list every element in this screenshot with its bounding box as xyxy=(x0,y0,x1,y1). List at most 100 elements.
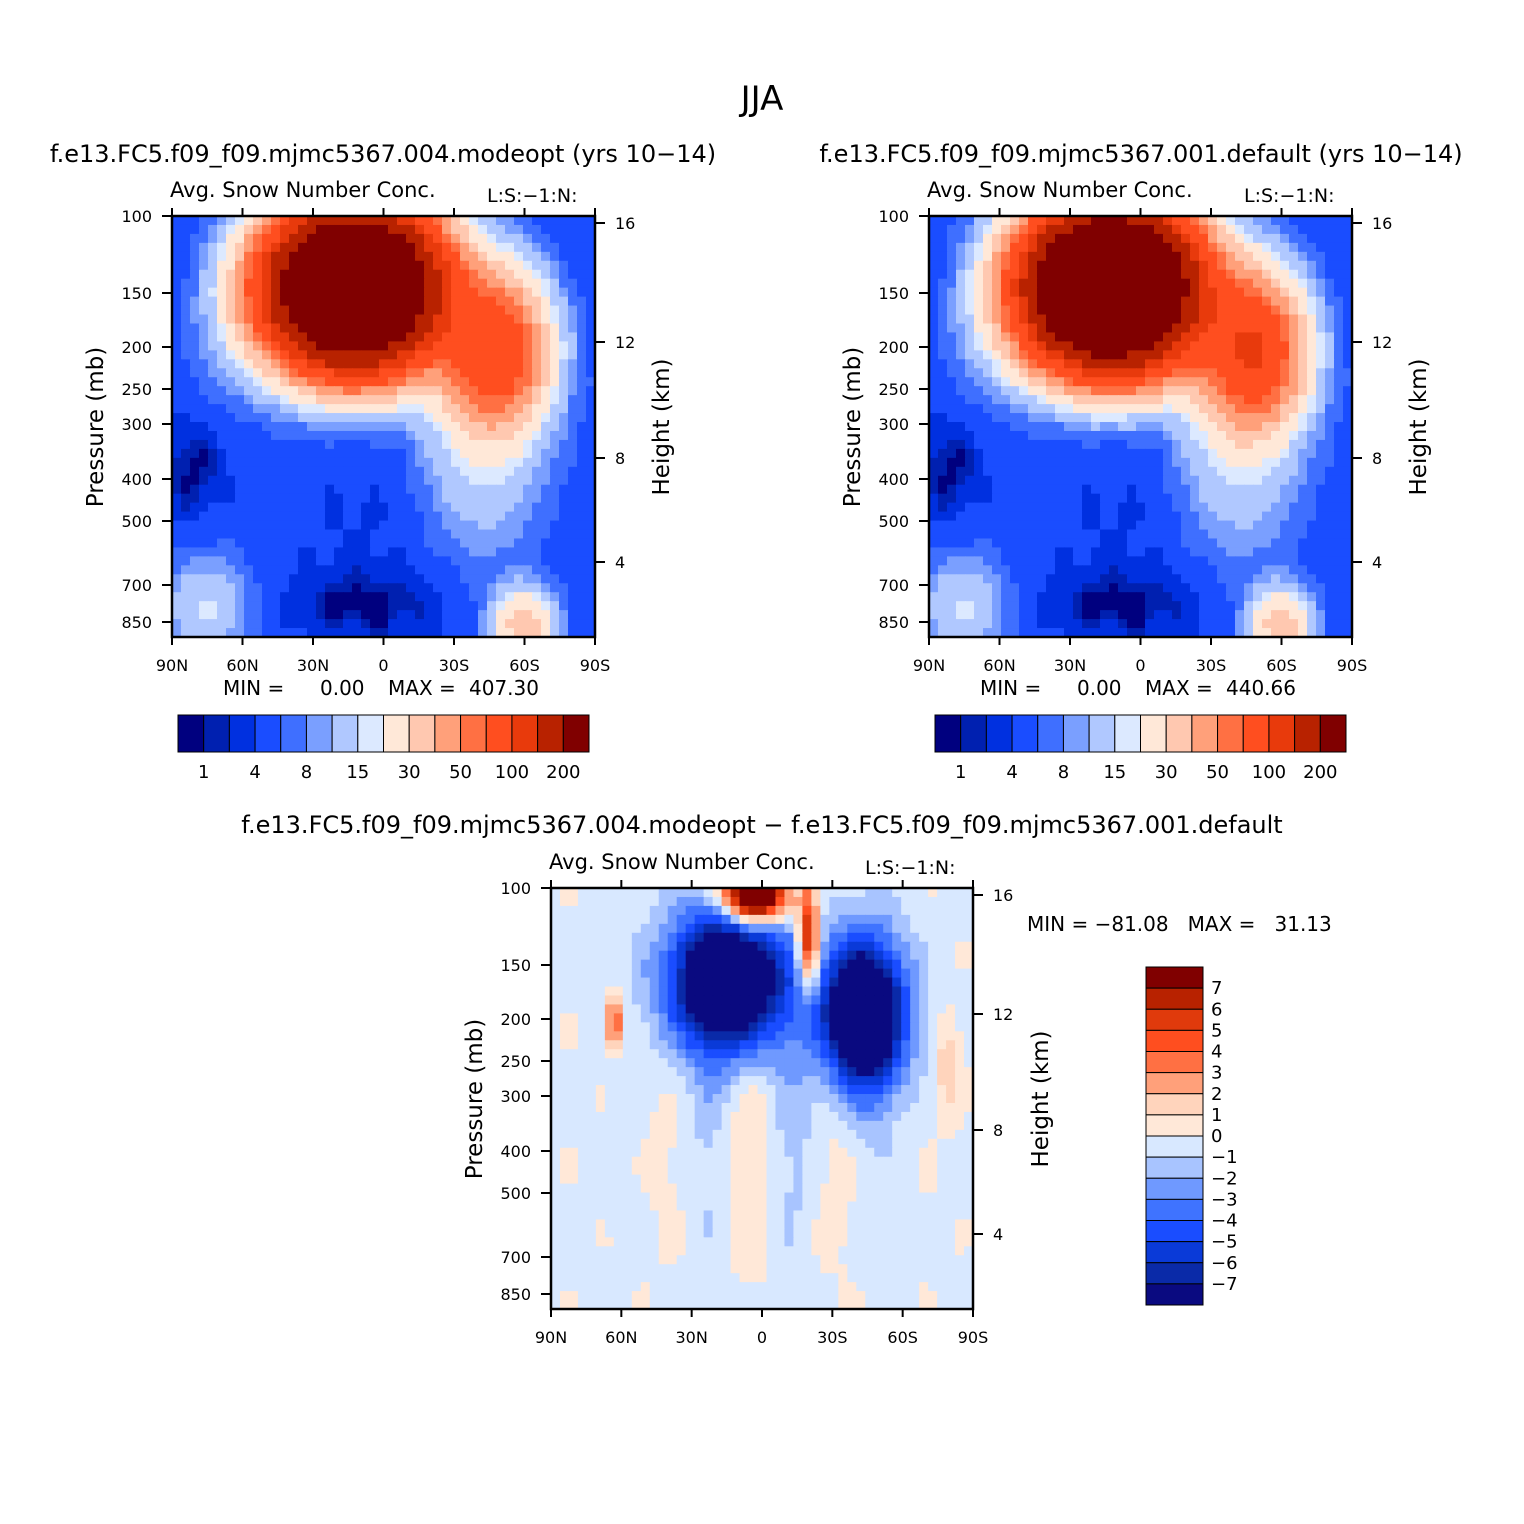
heatmap-cell xyxy=(352,493,362,504)
heatmap-cell xyxy=(523,439,533,450)
heatmap-cell xyxy=(1208,233,1218,244)
heatmap-cell xyxy=(1271,619,1281,629)
heatmap-cell xyxy=(478,556,488,566)
heatmap-cell xyxy=(1145,216,1155,226)
heatmap-cell xyxy=(1100,359,1110,369)
heatmap-cell xyxy=(983,224,993,235)
heatmap-cell xyxy=(1316,520,1326,531)
heatmap-cell xyxy=(1010,269,1020,280)
heatmap-cell xyxy=(586,511,596,522)
heatmap-cell xyxy=(1226,278,1236,289)
heatmap-cell xyxy=(577,395,587,405)
heatmap-cell xyxy=(388,278,398,289)
heatmap-cell xyxy=(1100,287,1110,298)
heatmap-cell xyxy=(1082,350,1092,360)
heatmap-cell xyxy=(316,314,326,325)
heatmap-cell xyxy=(235,628,245,638)
heatmap-cell xyxy=(1154,592,1164,602)
heatmap-cell xyxy=(1082,493,1092,504)
panel-title: f.e13.FC5.f09_f09.mjmc5367.001.default (… xyxy=(819,140,1462,168)
heatmap-cell xyxy=(1190,547,1200,557)
heatmap-cell xyxy=(316,341,326,351)
heatmap-cell xyxy=(1100,413,1110,423)
heatmap-cell xyxy=(235,592,245,602)
heatmap-cell xyxy=(586,628,596,638)
heatmap-cell xyxy=(586,314,596,325)
heatmap-cell xyxy=(938,574,948,584)
heatmap-cell xyxy=(955,923,965,934)
heatmap-cell xyxy=(208,592,218,602)
heatmap-cell xyxy=(280,404,290,414)
heatmap-cell xyxy=(496,305,506,316)
heatmap-cell xyxy=(397,538,407,549)
heatmap-cell xyxy=(496,502,506,513)
heatmap-cell xyxy=(1334,269,1344,280)
heatmap-cell xyxy=(370,457,380,468)
heatmap-cell xyxy=(586,359,596,369)
heatmap-cell xyxy=(271,224,281,235)
figure-title: JJA xyxy=(739,79,784,119)
heatmap-cell xyxy=(424,529,434,540)
heatmap-cell xyxy=(244,448,254,459)
heatmap-cell xyxy=(559,287,569,298)
heatmap-cell xyxy=(1127,529,1137,540)
heatmap-cell xyxy=(253,484,263,495)
heatmap-cell xyxy=(532,457,542,468)
heatmap-cell xyxy=(947,314,957,325)
heatmap-cell xyxy=(1190,314,1200,325)
heatmap-cell xyxy=(938,583,948,593)
panel-default: f.e13.FC5.f09_f09.mjmc5367.001.default (… xyxy=(819,140,1462,783)
heatmap-cell xyxy=(775,923,786,934)
heatmap-cell xyxy=(307,466,317,477)
heatmap-cell xyxy=(442,278,452,289)
heatmap-cell xyxy=(1343,216,1353,226)
heatmap-cell xyxy=(1073,359,1083,369)
heatmap-cell xyxy=(1280,377,1290,387)
heatmap-cell xyxy=(514,287,524,298)
heatmap-cell xyxy=(1091,251,1101,262)
heatmap-cell xyxy=(784,923,795,934)
heatmap-cell xyxy=(1217,404,1227,414)
heatmap-cell xyxy=(289,341,299,351)
heatmap-cell xyxy=(469,386,479,396)
heatmap-cell xyxy=(1181,314,1191,325)
heatmap-cell xyxy=(190,628,200,638)
heatmap-cell xyxy=(1253,502,1263,513)
heatmap-cell xyxy=(1298,386,1308,396)
heatmap-cell xyxy=(505,493,515,504)
heatmap-cell xyxy=(1217,251,1227,262)
heatmap-cell xyxy=(208,547,218,557)
heatmap-cell xyxy=(956,565,966,575)
heatmap-cell xyxy=(1127,511,1137,522)
heatmap-cell xyxy=(1109,556,1119,566)
heatmap-cell xyxy=(1082,242,1092,253)
heatmap-cell xyxy=(325,359,335,369)
heatmap-cell xyxy=(550,386,560,396)
heatmap-cell xyxy=(956,269,966,280)
heatmap-cell xyxy=(1262,341,1272,351)
heatmap-cell xyxy=(1073,296,1083,307)
heatmap-cell xyxy=(739,896,750,907)
heatmap-cell xyxy=(1253,287,1263,298)
heatmap-cell xyxy=(280,547,290,557)
heatmap-cell xyxy=(568,601,578,611)
heatmap-cell xyxy=(487,628,497,638)
heatmap-cell xyxy=(244,583,254,593)
heatmap-cell xyxy=(1064,242,1074,253)
heatmap-cell xyxy=(1298,511,1308,522)
heatmap-cell xyxy=(1280,269,1290,280)
heatmap-cell xyxy=(1262,359,1272,369)
heatmap-cell xyxy=(1118,251,1128,262)
heatmap-cell xyxy=(1235,395,1245,405)
heatmap-cell xyxy=(965,341,975,351)
heatmap-cell xyxy=(505,466,515,477)
heatmap-cell xyxy=(1289,323,1299,334)
heatmap-cell xyxy=(1010,404,1020,414)
heatmap-cell xyxy=(307,260,317,271)
heatmap-cell xyxy=(406,242,416,253)
heatmap-cell xyxy=(1019,332,1029,343)
heatmap-cell xyxy=(181,511,191,522)
heatmap-cell xyxy=(1163,287,1173,298)
heatmap-cell xyxy=(1118,260,1128,271)
heatmap-cell xyxy=(487,278,497,289)
